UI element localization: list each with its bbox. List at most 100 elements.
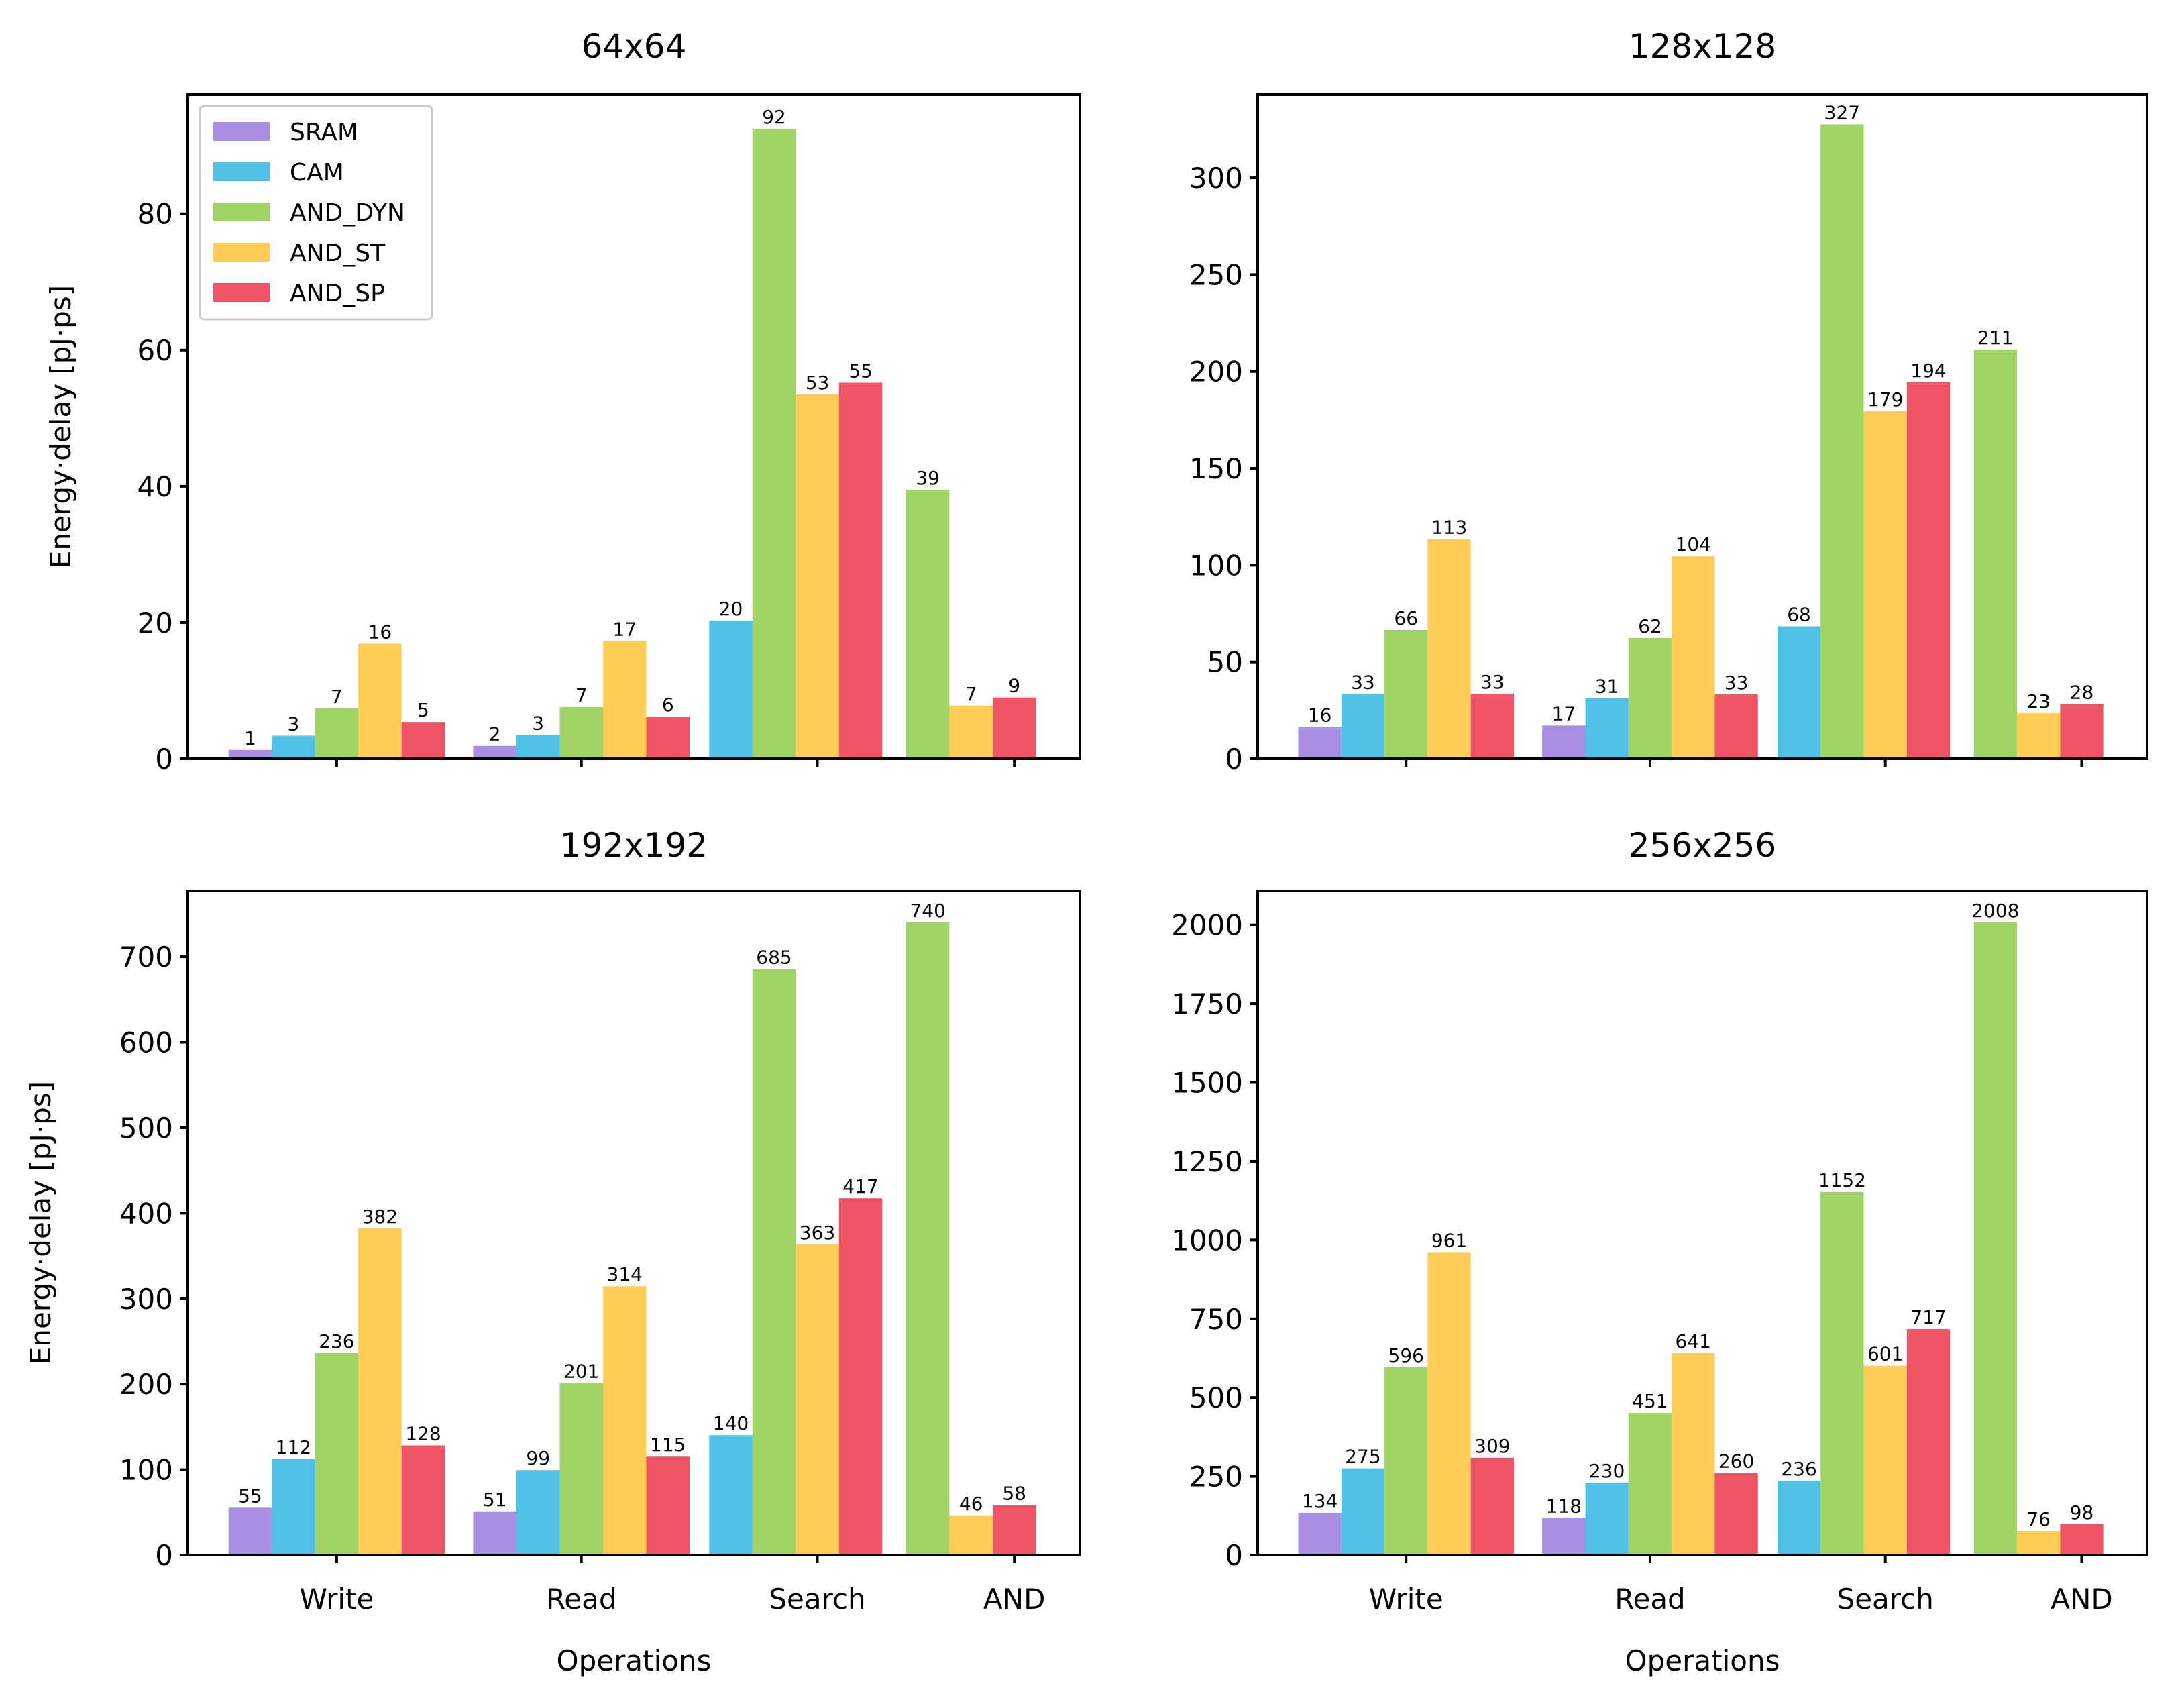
plot-frame	[186, 93, 1081, 760]
bar-and-sp-and	[992, 697, 1036, 759]
bar-and-dyn-read	[1628, 1413, 1672, 1555]
bar-value-label: 113	[1431, 517, 1467, 539]
bar-sram-read	[473, 1511, 516, 1555]
bar-value-label: 2008	[1971, 900, 2019, 922]
x-tick-label: Search	[1837, 1583, 1934, 1615]
y-tick-label: 2000	[1171, 909, 1243, 942]
bar-value-label: 99	[526, 1447, 550, 1469]
y-tick-label: 50	[1207, 646, 1243, 679]
x-axis: Write Read Search AND	[1369, 1555, 2113, 1615]
bar-and-dyn-read	[1628, 637, 1672, 759]
y-tick-label: 80	[138, 198, 173, 231]
bar-value-label: 961	[1431, 1229, 1467, 1251]
bar-sram-write	[1298, 727, 1342, 759]
y-tick-label: 200	[119, 1368, 173, 1401]
bar-and-sp-and	[992, 1505, 1036, 1555]
legend-entry: AND_ST	[290, 240, 386, 267]
bar-value-label: 58	[1002, 1483, 1026, 1505]
panel-title: 256x256	[1629, 826, 1776, 865]
y-tick-label: 100	[1189, 549, 1243, 582]
bar-value-label: 363	[800, 1222, 835, 1244]
bar-value-label: 201	[563, 1361, 599, 1383]
bar-value-label: 3	[532, 712, 544, 734]
legend-swatch-and-sp	[213, 283, 270, 302]
bar-value-label: 382	[362, 1206, 398, 1228]
y-tick-label: 0	[155, 1539, 173, 1572]
bar-and-st-and	[949, 705, 993, 759]
bar-and-sp-read	[1714, 1473, 1758, 1555]
bar-value-label: 194	[1910, 360, 1946, 382]
bar-value-label: 104	[1676, 533, 1711, 555]
legend-swatch-sram	[213, 122, 270, 141]
bar-and-st-and	[2017, 713, 2061, 759]
y-axis: 0 100 200 300 400 500 600 700	[119, 941, 188, 1572]
y-tick-label: 1750	[1171, 988, 1243, 1020]
bar-value-label: 98	[2070, 1501, 2094, 1524]
bar-and-dyn-write	[1384, 1367, 1428, 1555]
bar-and-sp-write	[1470, 1457, 1515, 1555]
bar-value-label: 51	[483, 1489, 507, 1511]
y-tick-label: 500	[1189, 1381, 1243, 1414]
bar-value-label: 179	[1867, 388, 1903, 411]
bar-and-dyn-search	[1820, 1191, 1864, 1555]
bar-and-st-search	[1863, 411, 1907, 759]
bar-value-label: 17	[612, 618, 637, 640]
bar-value-label: 55	[849, 360, 873, 382]
bar-value-label: 740	[910, 900, 945, 922]
bar-value-label: 53	[806, 372, 830, 394]
y-axis: 0 20 40 60 80	[138, 198, 188, 776]
y-tick-label: 150	[1189, 452, 1243, 485]
y-tick-label: 0	[1225, 1539, 1243, 1572]
bar-and-st-write	[358, 643, 402, 759]
bar-and-st-read	[1672, 556, 1715, 759]
bar-and-sp-read	[646, 1456, 690, 1555]
bar-value-label: 46	[959, 1493, 983, 1515]
bars: 16 33 66 113 33 17 31 62 104 33 68 327 179 194 211 23 28	[1298, 101, 2104, 759]
bar-value-label: 16	[368, 621, 392, 643]
bar-value-label: 327	[1824, 101, 1860, 123]
bar-value-label: 66	[1394, 607, 1418, 629]
bar-and-dyn-write	[1384, 630, 1428, 759]
bar-and-sp-search	[1906, 1329, 1951, 1555]
bar-value-label: 596	[1388, 1344, 1424, 1367]
bar-and-sp-search	[838, 382, 883, 759]
x-tick-label: Write	[1369, 1583, 1443, 1615]
bar-value-label: 236	[319, 1330, 354, 1353]
bar-value-label: 314	[607, 1263, 643, 1285]
bar-cam-write	[272, 1459, 315, 1555]
legend-entry: AND_DYN	[290, 199, 405, 227]
panel-128x128: 128x128 16 33 66 113 33 17 31 62 104 33 68 327 179 19…	[1189, 27, 2148, 776]
bar-value-label: 717	[1910, 1306, 1946, 1328]
panel-title: 128x128	[1629, 27, 1776, 66]
bar-and-sp-read	[646, 717, 690, 759]
bar-and-st-read	[602, 1286, 647, 1555]
legend-box	[199, 105, 433, 321]
bar-value-label: 230	[1589, 1460, 1625, 1482]
panel-title: 192x192	[560, 826, 708, 865]
y-tick-label: 600	[119, 1026, 173, 1059]
x-tick-label: AND	[983, 1583, 1046, 1615]
y-tick-label: 1000	[1171, 1224, 1243, 1257]
bar-sram-read	[1542, 1518, 1586, 1555]
bar-cam-read	[516, 735, 560, 759]
bar-and-dyn-and	[1973, 922, 2018, 1555]
x-tick-label: Read	[1615, 1583, 1686, 1615]
bar-and-sp-and	[2060, 1524, 2104, 1555]
bar-value-label: 451	[1632, 1390, 1668, 1412]
bar-cam-search	[1777, 626, 1821, 759]
bar-and-sp-read	[1714, 694, 1758, 759]
bar-value-label: 140	[713, 1412, 749, 1434]
y-tick-label: 60	[138, 334, 173, 367]
x-tick-label: Write	[299, 1583, 374, 1615]
plot-frame	[1256, 93, 2148, 760]
bar-value-label: 236	[1781, 1458, 1816, 1480]
bar-value-label: 92	[762, 106, 786, 128]
bar-value-label: 309	[1474, 1435, 1510, 1457]
bar-value-label: 16	[1308, 704, 1332, 726]
x-axis: Write Read Search AND	[299, 1555, 1045, 1615]
bar-value-label: 76	[2026, 1508, 2051, 1530]
x-tick-label: Read	[546, 1583, 617, 1615]
x-axis-label: Operations	[557, 1644, 712, 1677]
y-tick-label: 700	[119, 941, 173, 973]
